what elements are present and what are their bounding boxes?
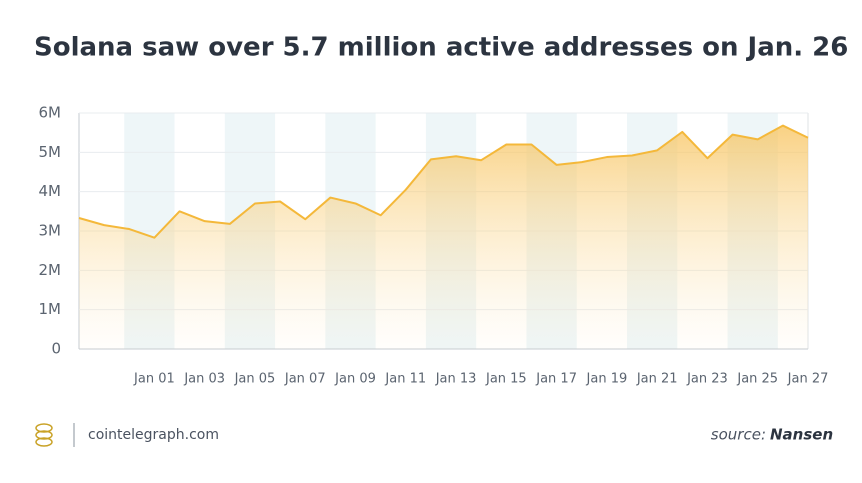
chart-title: Solana saw over 5.7 million active addre… xyxy=(34,33,848,63)
site-name: cointelegraph.com xyxy=(88,427,219,443)
line xyxy=(78,124,809,239)
x-tick-label: Jan 19 xyxy=(586,372,628,387)
source-name: Nansen xyxy=(770,426,833,444)
x-tick-label: Jan 13 xyxy=(435,372,477,387)
x-tick-label: Jan 01 xyxy=(133,372,175,387)
area-fill xyxy=(79,125,808,349)
logo xyxy=(35,423,75,447)
x-tick-label: Jan 17 xyxy=(535,372,577,387)
x-tick-label: Jan 03 xyxy=(183,372,225,387)
source-label: source: xyxy=(711,426,766,444)
x-tick-label: Jan 27 xyxy=(787,372,829,387)
x-tick-label: Jan 07 xyxy=(284,372,326,387)
x-tick-label: Jan 21 xyxy=(636,372,678,387)
x-tick-label: Jan 15 xyxy=(485,372,527,387)
x-tick-label: Jan 23 xyxy=(686,372,728,387)
y-tick-label: 4M xyxy=(39,182,62,200)
y-tick-label: 5M xyxy=(39,143,62,161)
y-tick-label: 3M xyxy=(39,222,62,240)
x-tick-label: Jan 05 xyxy=(234,372,276,387)
y-tick-label: 6M xyxy=(39,104,62,122)
x-tick-label: Jan 25 xyxy=(736,372,778,387)
x-tick-label: Jan 11 xyxy=(384,372,426,387)
x-tick-label: Jan 09 xyxy=(334,372,376,387)
y-tick-label: 2M xyxy=(39,261,62,279)
y-tick-label: 1M xyxy=(39,300,62,318)
y-tick-label: 0 xyxy=(51,340,61,358)
